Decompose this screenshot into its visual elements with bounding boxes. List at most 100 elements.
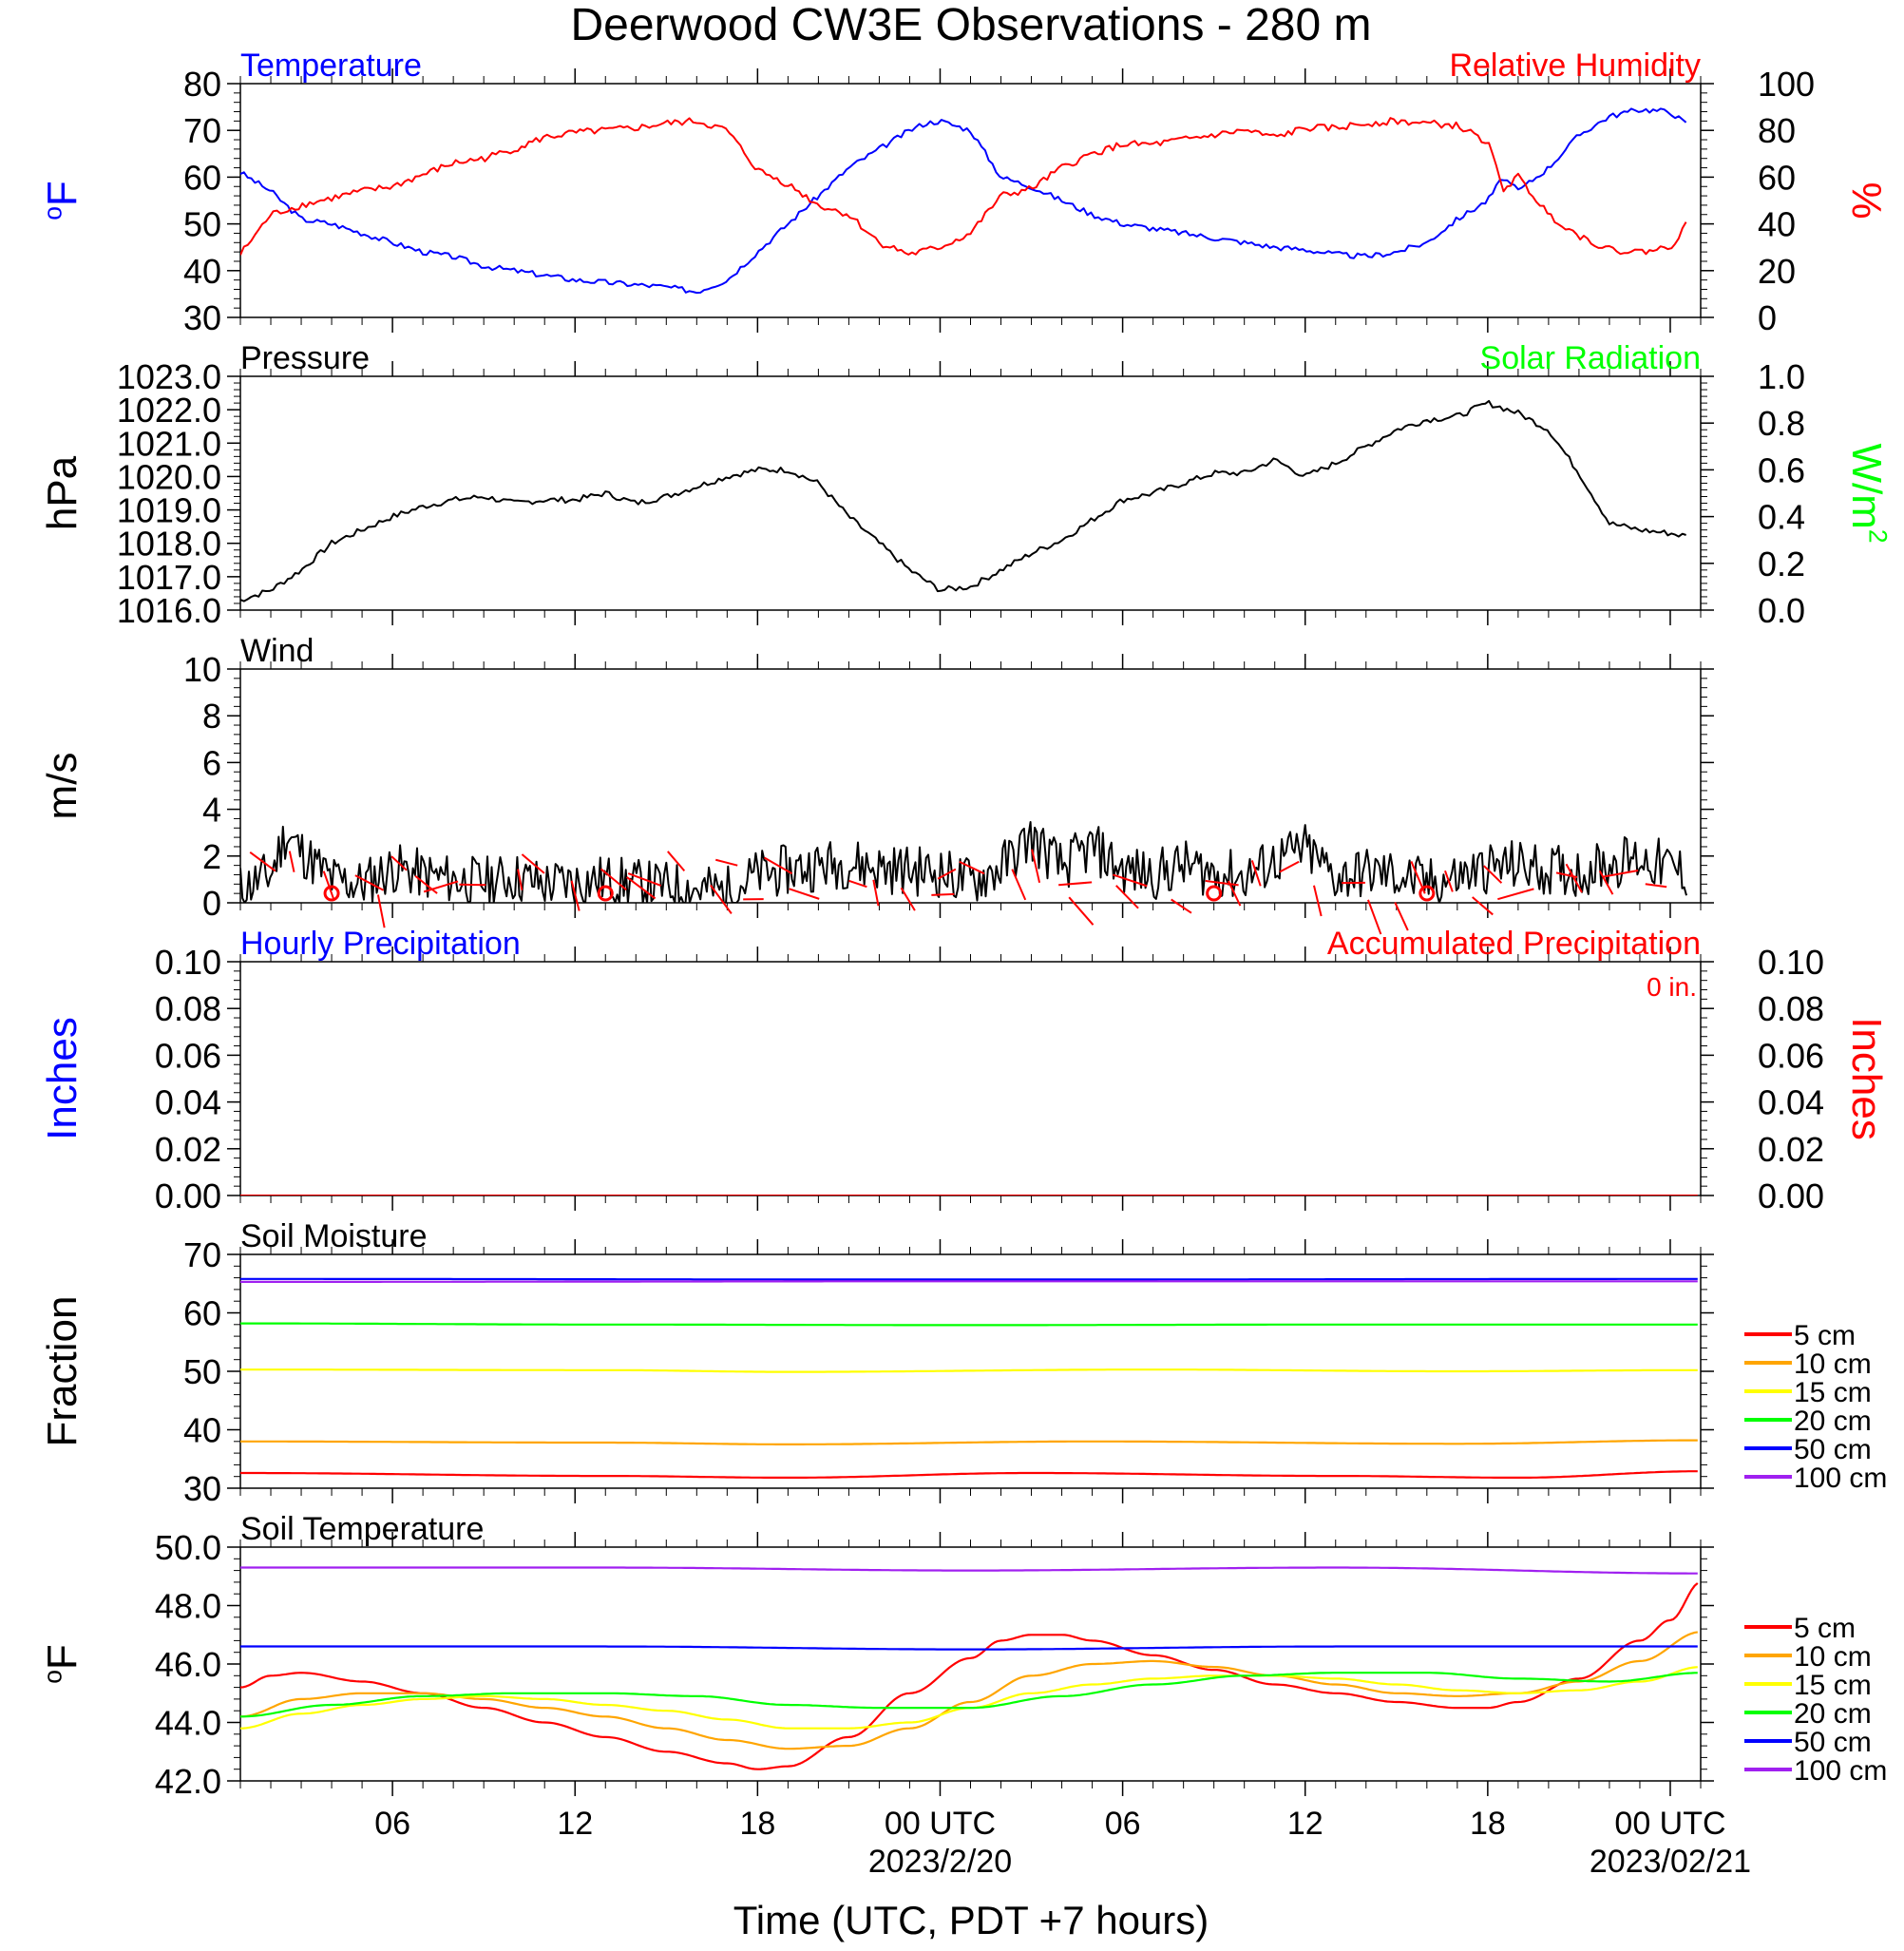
wind-barb: [937, 868, 957, 880]
legend-entry-label: 20 cm: [1794, 1698, 1872, 1730]
wind-barb: [322, 870, 335, 900]
series-line-50-cm: [240, 1645, 1698, 1651]
y-tick-label-right: 60: [1758, 158, 1796, 197]
wind-barb: [1205, 879, 1239, 887]
y-tick-label-right: 20: [1758, 252, 1796, 291]
y-tick-label-left: 0.10: [155, 943, 221, 982]
y-tick-label-left: 30: [183, 1469, 221, 1508]
wind-barb: [1115, 885, 1139, 909]
x-tick-label: 06: [374, 1806, 410, 1842]
wind-barb: [1031, 849, 1041, 884]
wind-barb: [789, 888, 820, 900]
wind-barb: [423, 880, 459, 893]
panel-wind: 0 2 4 6 8 10 Wind m/s: [39, 633, 1714, 935]
legend-entry-label: 15 cm: [1794, 1377, 1872, 1408]
y-tick-label-left: 70: [183, 111, 221, 150]
x-tick-label: 18: [1470, 1806, 1506, 1842]
y-tick-label-left: 1021.0: [117, 424, 221, 463]
y-axis-label-right-text: W/m2: [1843, 443, 1893, 543]
y-tick-label-left: 1018.0: [117, 525, 221, 564]
y-tick-label-left: 1022.0: [117, 391, 221, 430]
x-tick-label: 00 UTC: [1614, 1806, 1725, 1842]
series-line-5-cm: [240, 1470, 1698, 1479]
x-tick-label: 00 UTC: [885, 1806, 996, 1842]
panel-title-right: Relative Humidity: [1449, 48, 1701, 84]
wind-barb: [1483, 865, 1503, 884]
x-tick-label: 12: [557, 1806, 593, 1842]
legend-entry-label: 50 cm: [1794, 1434, 1872, 1465]
wind-barb: [1603, 870, 1639, 878]
panel-temperature-humidity: 30 40 50 60 70 80 0 20 40 60 80 100 Temperature Relat…: [39, 48, 1890, 337]
wind-barb: [414, 874, 438, 894]
wind-barb: [627, 872, 662, 887]
y-tick-label-right: 0.8: [1758, 404, 1805, 443]
y-axis-label-left-degree: o: [39, 206, 67, 220]
y-tick-label-left: 10: [183, 650, 221, 689]
wind-barb: [1312, 885, 1323, 917]
wind-barb: [1472, 896, 1494, 916]
series-line-wind: [240, 821, 1687, 903]
y-tick-label-right: 1.0: [1758, 357, 1805, 396]
y-axis-label-right-exponent: 2: [1864, 529, 1893, 544]
y-tick-label-left: 8: [202, 697, 221, 736]
wind-barb: [667, 851, 686, 872]
y-tick-label-right: 0.2: [1758, 545, 1805, 583]
y-tick-label-left: 4: [202, 791, 221, 830]
y-tick-label-right: 0.02: [1758, 1130, 1824, 1169]
wind-barb: [570, 880, 581, 911]
y-axis-label-left-unit: F: [39, 1644, 86, 1670]
y-tick-label-left: 0.08: [155, 989, 221, 1028]
y-tick-label-left: 80: [183, 65, 221, 104]
legend-entry-label: 100 cm: [1794, 1755, 1887, 1787]
y-tick-label-left: 50: [183, 205, 221, 244]
wind-barb: [376, 894, 386, 928]
y-tick-label-right: 0.6: [1758, 450, 1805, 489]
series-line-100-cm: [240, 1280, 1698, 1283]
series-line-relative-humidity: [240, 117, 1687, 256]
y-axis-label-right-unit: W/m: [1843, 443, 1890, 528]
wind-barb: [354, 874, 385, 891]
series-line-pressure: [240, 399, 1686, 603]
series-line-15-cm: [240, 1368, 1698, 1373]
wind-barb: [848, 879, 867, 889]
wind-barb: [1367, 899, 1382, 935]
y-tick-label-left: 70: [183, 1235, 221, 1274]
y-tick-label-left: 2: [202, 837, 221, 876]
legend-entry-label: 5 cm: [1794, 1320, 1856, 1351]
y-axis-label-left-text: m/s: [39, 753, 86, 820]
legend-entry-label: 5 cm: [1794, 1613, 1856, 1644]
calm-wind-marker: [1418, 885, 1436, 902]
wind-barb: [1444, 870, 1454, 892]
y-tick-label-left: 50: [183, 1352, 221, 1391]
y-axis-label-left-text: Inches: [39, 1017, 86, 1140]
y-axis-label-left: Inches: [39, 1017, 86, 1140]
series-line-10-cm: [240, 1439, 1698, 1445]
y-tick-label-left: 1016.0: [117, 591, 221, 630]
wind-barb: [959, 860, 985, 875]
y-axis-label-left-text: oF: [39, 181, 86, 220]
y-axis-label-right: W/m2: [1843, 443, 1893, 543]
y-tick-label-left: 1020.0: [117, 457, 221, 496]
wind-barb: [249, 851, 276, 872]
calm-wind-marker: [323, 885, 340, 902]
y-tick-label-left: 30: [183, 298, 221, 337]
series-line-5-cm: [240, 1582, 1699, 1770]
y-axis-label-left-text: Fraction: [39, 1296, 86, 1447]
panel-title-left: Hourly Precipitation: [240, 926, 521, 962]
wind-barb: [872, 879, 880, 907]
y-tick-label-left: 40: [183, 252, 221, 291]
y-axis-label-left: m/s: [39, 753, 86, 820]
y-axis-label-left: oF: [39, 181, 86, 220]
y-axis-label-left: hPa: [39, 455, 86, 530]
panel-title-right: Solar Radiation: [1480, 340, 1701, 376]
y-tick-label-right: 0: [1758, 298, 1777, 337]
plot-area: [240, 1277, 1698, 1479]
wind-barb: [710, 884, 733, 914]
legend-entry-label: 10 cm: [1794, 1641, 1872, 1673]
y-tick-label-left: 0.06: [155, 1036, 221, 1075]
x-tick-sublabel: 2023/2/20: [868, 1844, 1012, 1880]
y-tick-label-left: 60: [183, 1294, 221, 1333]
wind-barb: [1058, 881, 1093, 887]
